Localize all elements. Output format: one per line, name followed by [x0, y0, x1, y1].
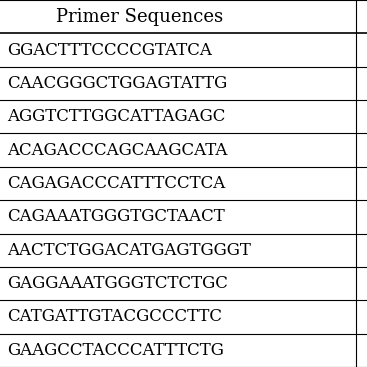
Text: CATGATTGTACGCCCTTC: CATGATTGTACGCCCTTC [7, 308, 222, 326]
Text: CAGAAATGGGTGCTAACT: CAGAAATGGGTGCTAACT [7, 208, 225, 225]
Text: GGACTTTCCCCGTATCA: GGACTTTCCCCGTATCA [7, 41, 212, 59]
Text: AACTCTGGACATGAGTGGGT: AACTCTGGACATGAGTGGGT [7, 242, 251, 259]
Text: AGGTCTTGGCATTAGAGC: AGGTCTTGGCATTAGAGC [7, 108, 226, 125]
Text: GAAGCCTACCCATTTCTG: GAAGCCTACCCATTTCTG [7, 342, 224, 359]
Text: CAACGGGCTGGAGTATTG: CAACGGGCTGGAGTATTG [7, 75, 228, 92]
Text: Primer Sequences: Primer Sequences [56, 8, 223, 26]
Text: GAGGAAATGGGTCTCTGC: GAGGAAATGGGTCTCTGC [7, 275, 228, 292]
Text: ACAGACCCAGCAAGCATA: ACAGACCCAGCAAGCATA [7, 142, 228, 159]
Text: CAGAGACCCATTTCCTCA: CAGAGACCCATTTCCTCA [7, 175, 226, 192]
